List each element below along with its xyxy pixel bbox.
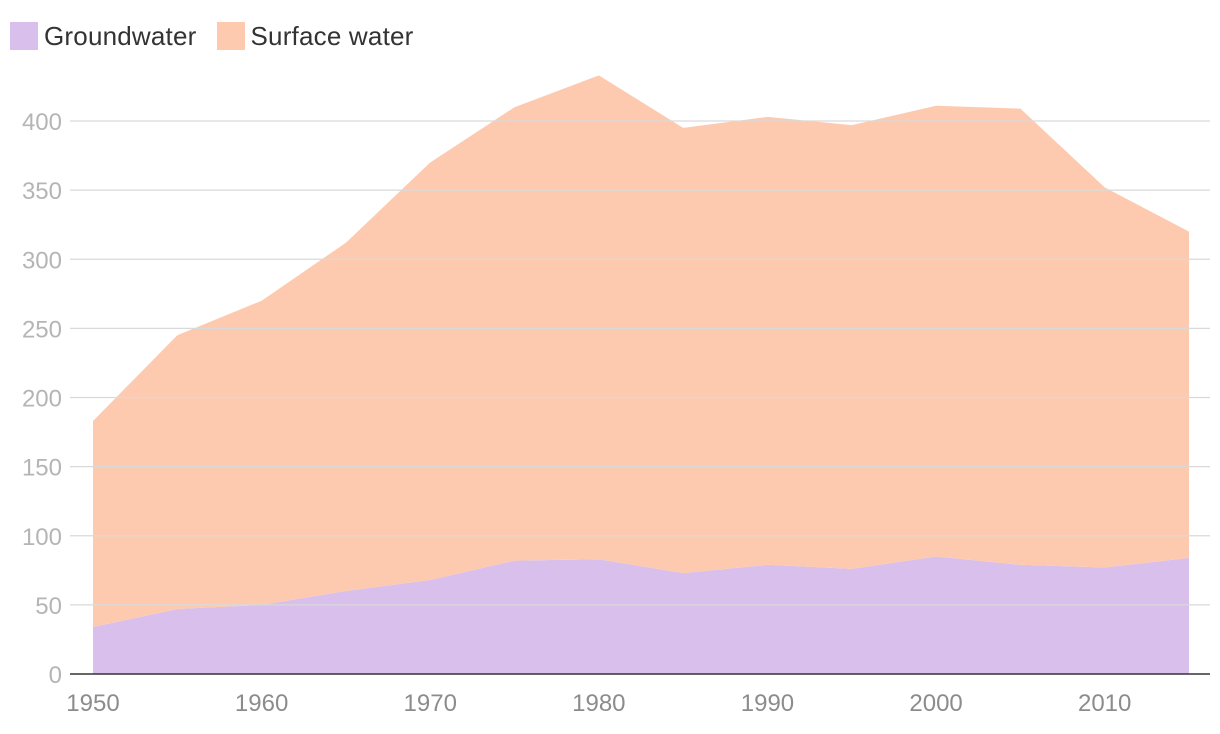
area-groundwater [93,556,1189,674]
legend-swatch-surface-water [216,22,245,50]
legend-item-surface-water: Surface water [216,20,414,52]
legend-item-groundwater: Groundwater [10,21,197,52]
y-tick-label-400: 400 [22,109,62,136]
y-tick-label-250: 250 [22,316,62,343]
x-tick-label-2010: 2010 [1078,690,1131,717]
x-tick-label-1960: 1960 [235,690,288,717]
y-tick-label-200: 200 [22,386,62,413]
legend: Groundwater Surface water [10,20,434,52]
legend-swatch-groundwater [10,22,38,50]
x-tick-label-1980: 1980 [572,690,625,717]
y-tick-label-350: 350 [22,178,62,205]
area-surface-water [93,75,1189,627]
y-tick-label-0: 0 [49,662,62,689]
y-tick-label-150: 150 [22,455,62,482]
x-tick-label-1950: 1950 [66,690,119,717]
legend-label-surface-water: Surface water [250,20,414,51]
x-tick-label-1990: 1990 [741,690,794,717]
y-tick-label-300: 300 [22,247,62,274]
x-tick-label-2000: 2000 [909,690,962,717]
y-tick-label-100: 100 [22,524,62,551]
legend-label-groundwater: Groundwater [44,20,197,51]
x-tick-label-1970: 1970 [404,690,457,717]
y-tick-label-50: 50 [35,593,62,620]
